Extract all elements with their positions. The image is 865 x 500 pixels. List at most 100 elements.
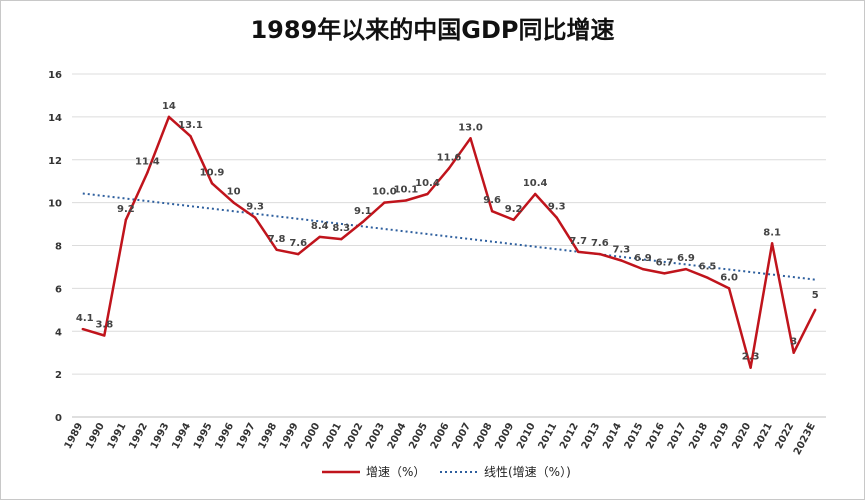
x-tick-label: 2006 bbox=[429, 421, 452, 451]
data-point bbox=[792, 351, 795, 354]
y-tick-label: 0 bbox=[55, 413, 62, 424]
data-label: 6.9 bbox=[677, 253, 695, 264]
x-tick-label: 1991 bbox=[106, 421, 129, 451]
data-label: 6.5 bbox=[699, 262, 717, 273]
x-tick-label: 2003 bbox=[364, 421, 387, 451]
data-label: 10 bbox=[227, 187, 241, 198]
data-label: 10.9 bbox=[200, 167, 225, 178]
x-tick-label: 2014 bbox=[601, 421, 624, 451]
series-lines bbox=[81, 115, 817, 369]
x-tick-label: 2008 bbox=[472, 421, 495, 451]
y-tick-label: 12 bbox=[48, 156, 62, 167]
data-point bbox=[447, 167, 451, 170]
data-point bbox=[577, 250, 580, 254]
data-point bbox=[533, 192, 537, 196]
data-label: 7.6 bbox=[591, 238, 609, 249]
y-tick-label: 6 bbox=[55, 284, 62, 295]
data-label: 14 bbox=[162, 101, 176, 112]
x-tick-label: 2005 bbox=[407, 421, 430, 451]
data-point bbox=[318, 235, 321, 239]
data-point bbox=[684, 267, 688, 271]
y-tick-label: 8 bbox=[55, 242, 62, 253]
gridlines bbox=[72, 73, 826, 418]
x-tick-label: 2019 bbox=[709, 421, 732, 451]
data-label: 9.2 bbox=[505, 204, 523, 215]
data-label: 6.7 bbox=[656, 257, 674, 268]
data-label: 7.7 bbox=[569, 236, 587, 247]
x-tick-label: 1994 bbox=[170, 421, 193, 451]
y-tick-label: 16 bbox=[48, 70, 62, 81]
data-label: 2.3 bbox=[742, 352, 760, 363]
data-label: 13.1 bbox=[178, 120, 203, 131]
x-tick-label: 1993 bbox=[149, 421, 172, 451]
y-tick-label: 4 bbox=[55, 327, 62, 338]
x-tick-label: 2022 bbox=[774, 421, 797, 451]
x-tick-label: 2002 bbox=[343, 421, 366, 451]
data-point bbox=[641, 267, 645, 271]
x-tick-label: 1998 bbox=[257, 421, 280, 451]
data-label: 9.3 bbox=[246, 202, 264, 213]
data-point bbox=[232, 201, 235, 204]
data-point bbox=[512, 218, 515, 221]
x-tick-label: 2010 bbox=[515, 421, 538, 451]
x-tick-label: 2015 bbox=[623, 421, 646, 451]
data-point bbox=[81, 327, 84, 331]
chart-title: 1989年以来的中国GDP同比增速 bbox=[250, 16, 615, 44]
x-tick-label: 2020 bbox=[730, 421, 753, 451]
data-label: 10.0 bbox=[372, 187, 397, 198]
x-tick-label: 2013 bbox=[580, 421, 603, 451]
data-point bbox=[598, 252, 601, 256]
data-point bbox=[555, 216, 558, 219]
x-tick-label: 1997 bbox=[235, 421, 258, 451]
data-point bbox=[340, 237, 343, 241]
data-label: 3 bbox=[790, 337, 797, 348]
x-tick-label: 2021 bbox=[752, 421, 775, 451]
legend-label-trend: 线性(增速（%）) bbox=[484, 465, 571, 479]
x-tick-label: 2000 bbox=[300, 421, 323, 451]
data-point bbox=[210, 182, 214, 185]
x-tick-label: 2012 bbox=[558, 421, 581, 451]
data-point bbox=[189, 134, 192, 138]
x-tick-label: 2004 bbox=[386, 421, 409, 451]
data-label: 6.0 bbox=[720, 272, 738, 283]
x-tick-label: 1989 bbox=[63, 421, 86, 451]
data-label: 13.0 bbox=[458, 122, 483, 133]
x-tick-label: 1999 bbox=[278, 421, 301, 451]
data-point bbox=[297, 252, 300, 256]
data-label: 7.3 bbox=[612, 245, 630, 256]
data-label: 11.6 bbox=[437, 152, 462, 163]
data-point bbox=[770, 242, 774, 245]
data-label: 3.8 bbox=[95, 320, 113, 331]
data-point bbox=[814, 308, 817, 312]
y-tick-label: 2 bbox=[55, 370, 62, 381]
data-label: 5 bbox=[812, 290, 819, 301]
data-label: 9.3 bbox=[548, 202, 566, 213]
data-point bbox=[361, 220, 365, 224]
x-tick-label: 1995 bbox=[192, 421, 215, 451]
x-tick-label: 2001 bbox=[321, 421, 344, 451]
data-label: 11.4 bbox=[135, 157, 160, 168]
x-tick-label: 1990 bbox=[84, 421, 107, 451]
data-point bbox=[469, 137, 472, 140]
data-point bbox=[706, 276, 709, 279]
x-tick-label: 2009 bbox=[493, 421, 516, 451]
data-point bbox=[253, 216, 257, 219]
data-label: 8.1 bbox=[763, 227, 781, 238]
data-label: 9.1 bbox=[354, 206, 372, 217]
legend: 增速（%） 线性(增速（%）) bbox=[322, 465, 571, 479]
x-tick-label: 1992 bbox=[127, 421, 150, 451]
data-point bbox=[383, 201, 386, 204]
data-label: 8.4 bbox=[311, 221, 329, 232]
data-label: 6.9 bbox=[634, 253, 652, 264]
y-axis-ticks: 0 2 4 6 8 10 12 14 16 bbox=[48, 70, 62, 424]
data-point bbox=[749, 366, 752, 369]
x-axis-ticks: 1989199019911992199319941995199619971998… bbox=[63, 421, 818, 457]
x-tick-label: 2007 bbox=[450, 421, 473, 451]
data-point bbox=[727, 287, 731, 290]
x-tick-label: 1996 bbox=[213, 421, 236, 451]
data-label: 4.1 bbox=[76, 313, 94, 324]
data-label: 10.4 bbox=[523, 178, 548, 189]
data-point bbox=[620, 259, 623, 262]
